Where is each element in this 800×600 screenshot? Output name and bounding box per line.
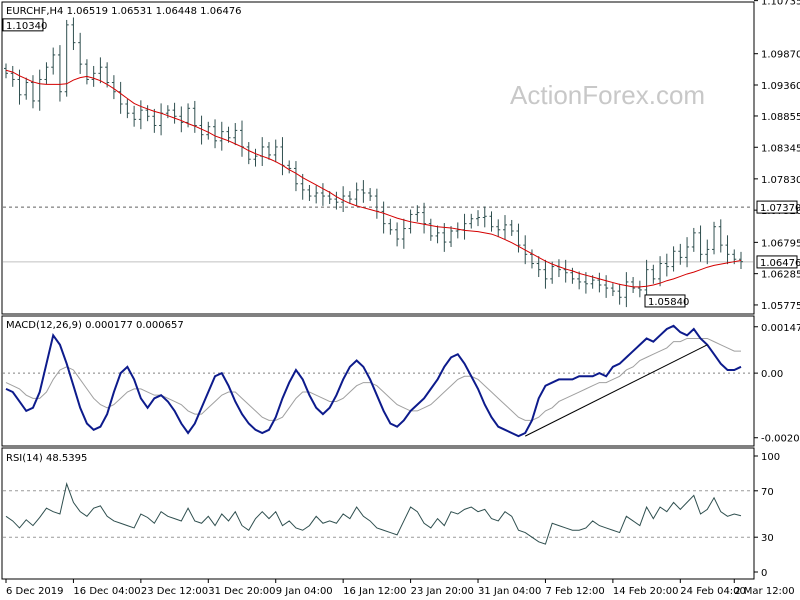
price-axis-label: 1.09870 — [761, 50, 800, 61]
time-axis-label: 24 Feb 04:00 — [680, 586, 746, 597]
time-axis-label: 7 Feb 12:00 — [545, 586, 604, 597]
macd-signal-line — [5, 337, 741, 421]
time-axis-label: 23 Dec 12:00 — [141, 586, 208, 597]
time-axis-label: 9 Jan 04:00 — [276, 586, 333, 597]
watermark: ActionForex.com — [510, 80, 705, 110]
time-axis-label: 31 Jan 04:00 — [478, 586, 541, 597]
time-axis-label: 16 Dec 04:00 — [73, 586, 140, 597]
time-axis-label: 31 Dec 20:00 — [208, 586, 275, 597]
rsi-axis-label: 100 — [761, 452, 780, 463]
price-label-box — [2, 18, 44, 32]
price-label: 1.10340 — [6, 21, 47, 32]
rsi-axis-label: 70 — [761, 487, 774, 498]
price-label-box — [756, 255, 798, 269]
price-label: 1.07370 — [760, 203, 800, 214]
time-axis-label: 6 Dec 2019 — [6, 586, 64, 597]
price-label-box — [756, 200, 798, 214]
price-axis-label: 1.08345 — [761, 143, 800, 154]
rsi-panel-frame[interactable] — [1, 447, 755, 580]
moving-average-line — [5, 69, 742, 288]
price-label: 1.05840 — [648, 297, 689, 308]
macd-axis-label: 0.00 — [761, 369, 783, 380]
price-axis-label: 1.10735 — [761, 0, 800, 8]
price-panel-title: EURCHF,H4 1.06519 1.06531 1.06448 1.0647… — [6, 6, 242, 17]
time-axis-label: 16 Jan 12:00 — [343, 586, 406, 597]
price-axis-label: 1.06285 — [761, 270, 800, 281]
macd-axis-label: 0.001472 — [761, 323, 800, 334]
rsi-axis-label: 30 — [761, 533, 774, 544]
macd-plot — [3, 324, 753, 438]
time-axis-label: 2 Mar 12:00 — [734, 586, 794, 597]
time-axis-label: 14 Feb 20:00 — [613, 586, 679, 597]
price-axis-label: 1.09360 — [761, 81, 800, 92]
macd-line — [5, 324, 742, 438]
rsi-panel-title: RSI(14) 48.5395 — [6, 453, 87, 464]
macd-axis-label: -0.002051 — [761, 434, 800, 445]
price-axis-label: 1.07830 — [761, 175, 800, 186]
macd-panel-frame[interactable] — [1, 315, 755, 447]
price-label: 1.06476 — [760, 258, 800, 269]
price-plot — [3, 17, 753, 308]
macd-trendline — [524, 344, 708, 437]
macd-panel-title: MACD(12,26,9) 0.000177 0.000657 — [6, 320, 184, 331]
price-axis-label: 1.06795 — [761, 238, 800, 249]
price-panel-frame[interactable] — [1, 1, 755, 315]
time-axis-label: 23 Jan 20:00 — [411, 586, 474, 597]
price-label-box — [644, 294, 686, 308]
price-axis-label: 1.05775 — [761, 301, 800, 312]
rsi-plot — [3, 482, 753, 545]
price-axis-label: 1.08855 — [761, 112, 800, 123]
rsi-line — [5, 482, 742, 545]
rsi-axis-label: 0 — [761, 568, 767, 579]
